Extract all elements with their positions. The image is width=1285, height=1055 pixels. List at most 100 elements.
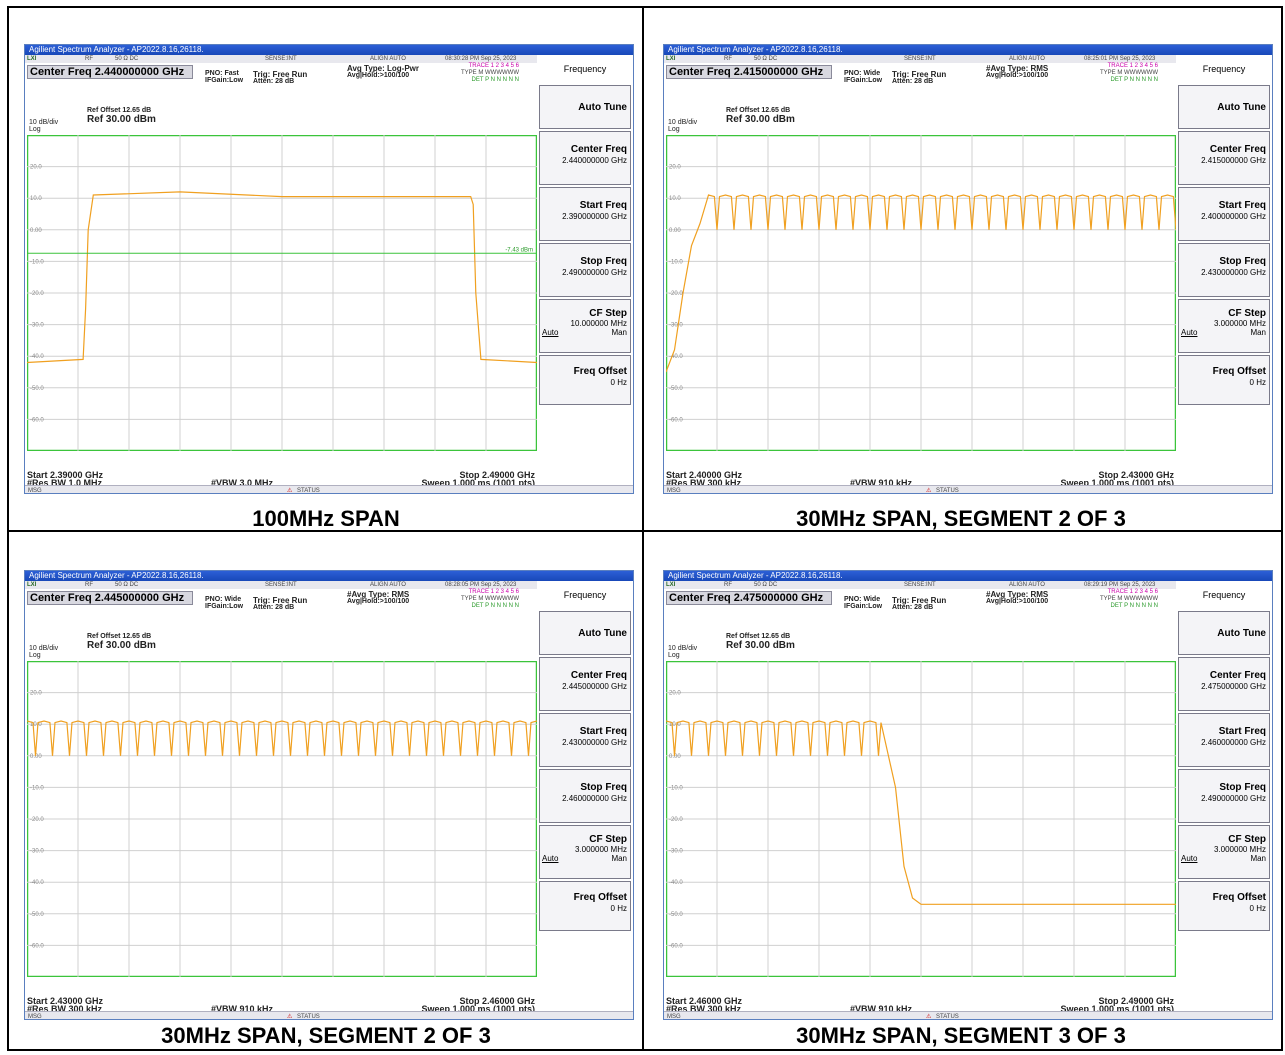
auto-tune-softkey[interactable]: Auto Tune [539, 85, 631, 129]
center-freq-softkey[interactable]: Center Freq 2.475000000 GHz [1178, 657, 1270, 711]
cf-step-man[interactable]: Man [611, 854, 627, 863]
cf-step-softkey[interactable]: CF Step 3.000000 MHz Auto Man [1178, 825, 1270, 879]
det-row: DET P N N N N N [471, 603, 519, 609]
start-freq-softkey[interactable]: Start Freq 2.460000000 GHz [1178, 713, 1270, 767]
pno-label: PNO: Wide [844, 70, 881, 77]
center-freq-readout[interactable]: Center Freq 2.440000000 GHz [27, 65, 193, 79]
start-freq-softkey[interactable]: Start Freq 2.390000000 GHz [539, 187, 631, 241]
center-freq-softkey[interactable]: Center Freq 2.445000000 GHz [539, 657, 631, 711]
softkey-menu-title: Frequency [563, 590, 607, 600]
log-label: Log [668, 126, 680, 133]
auto-tune-label: Auto Tune [1217, 628, 1266, 639]
cf-step-softkey[interactable]: CF Step 3.000000 MHz Auto Man [1178, 299, 1270, 353]
avg-type-label: #Avg Type: RMS [986, 590, 1049, 599]
ref-offset: Ref Offset 12.65 dB [726, 633, 791, 640]
center-freq-readout[interactable]: Center Freq 2.445000000 GHz [27, 591, 193, 605]
freq-offset-key-value: 0 Hz [1249, 904, 1266, 913]
window-title: Agilient Spectrum Analyzer - AP2022.8.16… [664, 571, 1272, 581]
y-tick-label: -60.0 [669, 943, 683, 949]
y-tick-label: -20.0 [30, 817, 44, 823]
cf-step-auto[interactable]: Auto [1181, 328, 1198, 337]
center-freq-softkey[interactable]: Center Freq 2.440000000 GHz [539, 131, 631, 185]
ref-level: Ref 30.00 dBm [87, 640, 156, 651]
freq-offset-key-value: 0 Hz [610, 904, 627, 913]
y-tick-label: -20.0 [30, 291, 44, 297]
trace-table: TRACE 1 2 3 4 5 6 TYPE M WWWWWW DET P N … [461, 589, 519, 610]
spectrum-plot: 20.0 10.0 0.00 -10.0 -20.0 -30.0 -40.0 -50.0 -60… [27, 135, 537, 451]
freq-offset-softkey[interactable]: Freq Offset 0 Hz [539, 355, 631, 405]
timestamp: 08:30:28 PM Sep 25, 2023 [445, 56, 517, 62]
rf-label: RF [85, 56, 93, 62]
message-bar: MSG ⚠ STATUS [664, 485, 1272, 493]
stop-freq-softkey[interactable]: Stop Freq 2.490000000 GHz [539, 243, 631, 297]
stop-freq-key-label: Stop Freq [580, 256, 627, 267]
center-freq-key-value: 2.415000000 GHz [1201, 156, 1266, 165]
ifgain-label: IFGain:Low [844, 603, 883, 610]
message-bar: MSG ⚠ STATUS [25, 485, 633, 494]
y-tick-label: -50.0 [30, 912, 44, 918]
avg-hold-label: Avg|Hold:>100/100 [347, 72, 410, 79]
freq-offset-softkey[interactable]: Freq Offset 0 Hz [1178, 881, 1270, 931]
stop-freq: Stop 2.49000 GHz [459, 470, 535, 480]
start-freq-softkey[interactable]: Start Freq 2.400000000 GHz [1178, 187, 1270, 241]
trace-row: TRACE 1 2 3 4 5 6 [1107, 589, 1158, 595]
freq-offset-key-label: Freq Offset [573, 366, 627, 377]
auto-tune-softkey[interactable]: Auto Tune [1178, 85, 1270, 129]
msg-label: MSG [667, 1014, 681, 1020]
freq-offset-softkey[interactable]: Freq Offset 0 Hz [539, 881, 631, 931]
center-freq-key-label: Center Freq [570, 670, 627, 681]
avg-hold-label: Avg|Hold:>100/100 [347, 598, 410, 605]
softkey-menu-title: Frequency [563, 64, 607, 74]
y-tick-label: -10.0 [30, 259, 44, 265]
lxi-indicator: LXI [666, 582, 676, 588]
res-bw: #Res BW 1.0 MHz [27, 478, 103, 488]
scale-label: 10 dB/div [29, 645, 59, 652]
y-tick-label: 0.00 [30, 754, 42, 760]
analyzer-screenshot: Agilient Spectrum Analyzer - AP2022.8.16… [24, 570, 634, 1020]
panel-caption: 30MHz SPAN, SEGMENT 2 OF 3 [161, 1023, 491, 1048]
center-freq-readout[interactable]: Center Freq 2.415000000 GHz [666, 65, 832, 79]
auto-tune-label: Auto Tune [578, 628, 627, 639]
cf-step-man[interactable]: Man [611, 328, 627, 337]
cf-step-man[interactable]: Man [1250, 328, 1266, 337]
analyzer-screenshot: Agilient Spectrum Analyzer - AP2022.8.16… [663, 570, 1273, 1020]
rf-label: RF [724, 582, 732, 588]
cf-step-auto[interactable]: Auto [542, 328, 559, 337]
cf-step-key-label: CF Step [589, 308, 627, 319]
stop-freq-key-value: 2.460000000 GHz [562, 794, 627, 803]
plot-footer: Start 2.39000 GHz #Res BW 1.0 MHz #VBW 3… [25, 470, 537, 488]
type-row: TYPE M WWWWWW [1100, 596, 1158, 602]
stop-freq-softkey[interactable]: Stop Freq 2.460000000 GHz [539, 769, 631, 823]
stop-freq-softkey[interactable]: Stop Freq 2.430000000 GHz [1178, 243, 1270, 297]
y-tick-label: -20.0 [669, 817, 683, 823]
y-tick-label: 20.0 [30, 691, 42, 697]
stop-freq-key-label: Stop Freq [1219, 782, 1266, 793]
cf-step-softkey[interactable]: CF Step 10.000000 MHz Auto Man [539, 299, 631, 353]
lxi-indicator: LXI [27, 582, 37, 588]
start-freq-softkey[interactable]: Start Freq 2.430000000 GHz [539, 713, 631, 767]
center-freq-softkey[interactable]: Center Freq 2.415000000 GHz [1178, 131, 1270, 185]
sense-label: SENSE:INT [265, 582, 297, 588]
start-freq: Start 2.43000 GHz [27, 996, 104, 1006]
sense-label: SENSE:INT [265, 56, 297, 62]
center-freq-readout[interactable]: Center Freq 2.475000000 GHz [666, 591, 832, 605]
spectrum-trace [27, 720, 537, 756]
y-tick-label: -20.0 [669, 291, 683, 297]
cf-step-auto[interactable]: Auto [1181, 854, 1198, 863]
stop-freq-softkey[interactable]: Stop Freq 2.490000000 GHz [1178, 769, 1270, 823]
start-freq-key-label: Start Freq [579, 726, 627, 737]
freq-offset-key-value: 0 Hz [610, 378, 627, 387]
window-title: Agilient Spectrum Analyzer - AP2022.8.16… [25, 571, 633, 581]
auto-tune-softkey[interactable]: Auto Tune [539, 611, 631, 655]
log-label: Log [29, 126, 41, 133]
figure-frame [7, 6, 1283, 1051]
auto-tune-softkey[interactable]: Auto Tune [1178, 611, 1270, 655]
y-tick-label: -40.0 [30, 354, 44, 360]
freq-offset-key-label: Freq Offset [1212, 892, 1266, 903]
start-freq-key-label: Start Freq [1218, 726, 1266, 737]
warning-icon: ⚠ [287, 488, 293, 494]
cf-step-softkey[interactable]: CF Step 3.000000 MHz Auto Man [539, 825, 631, 879]
cf-step-man[interactable]: Man [1250, 854, 1266, 863]
freq-offset-softkey[interactable]: Freq Offset 0 Hz [1178, 355, 1270, 405]
cf-step-auto[interactable]: Auto [542, 854, 559, 863]
